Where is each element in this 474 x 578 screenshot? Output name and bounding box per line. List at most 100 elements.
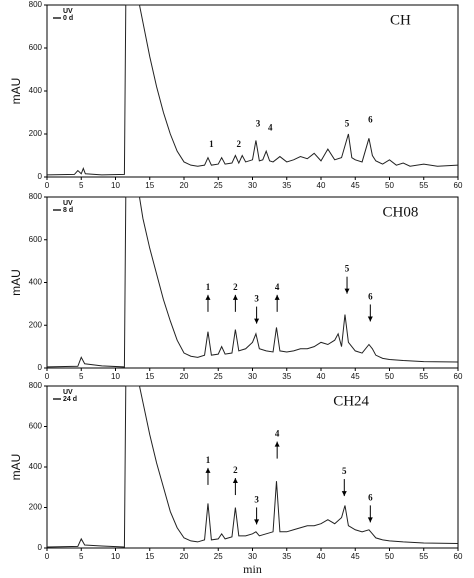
x-tick-label: 60 bbox=[454, 552, 463, 561]
x-axis-label: min bbox=[243, 562, 262, 576]
x-tick-label: 50 bbox=[385, 372, 394, 381]
peak-label: 2 bbox=[237, 139, 242, 149]
x-tick-label: 40 bbox=[317, 181, 326, 190]
x-tick-label: 40 bbox=[317, 372, 326, 381]
y-tick-label: 400 bbox=[29, 86, 43, 95]
peak-label: 6 bbox=[368, 292, 373, 302]
arrow-head bbox=[232, 478, 238, 484]
x-tick-label: 0 bbox=[45, 372, 50, 381]
y-tick-label: 600 bbox=[29, 235, 43, 244]
x-tick-label: 25 bbox=[214, 552, 223, 561]
x-tick-label: 5 bbox=[79, 552, 84, 561]
arrow-head bbox=[274, 294, 280, 300]
x-tick-label: 45 bbox=[351, 552, 360, 561]
y-tick-label: 0 bbox=[38, 363, 43, 372]
peak-label: 1 bbox=[206, 455, 211, 465]
peak-label: 3 bbox=[256, 118, 261, 128]
x-tick-label: 10 bbox=[111, 181, 120, 190]
peak-label: 3 bbox=[254, 294, 259, 304]
x-tick-label: 40 bbox=[317, 552, 326, 561]
arrow-head bbox=[367, 517, 373, 523]
peak-label: 1 bbox=[206, 282, 211, 292]
peak-label: 3 bbox=[254, 494, 259, 504]
peak-label: 4 bbox=[275, 282, 280, 292]
panel-title: CH bbox=[390, 12, 411, 28]
x-tick-label: 35 bbox=[282, 181, 291, 190]
x-tick-label: 30 bbox=[248, 181, 257, 190]
y-tick-label: 400 bbox=[29, 278, 43, 287]
trace bbox=[46, 385, 459, 548]
x-tick-label: 35 bbox=[282, 552, 291, 561]
x-tick-label: 30 bbox=[248, 372, 257, 381]
x-tick-label: 50 bbox=[385, 552, 394, 561]
x-tick-label: 10 bbox=[111, 552, 120, 561]
y-tick-label: 800 bbox=[29, 381, 43, 390]
x-tick-label: 50 bbox=[385, 181, 394, 190]
x-tick-label: 20 bbox=[180, 552, 189, 561]
y-tick-label: 600 bbox=[29, 43, 43, 52]
panel-title: CH08 bbox=[383, 204, 419, 220]
y-tick-label: 800 bbox=[29, 0, 43, 9]
x-tick-label: 45 bbox=[351, 372, 360, 381]
y-tick-label: 800 bbox=[29, 192, 43, 201]
peak-label: 5 bbox=[345, 118, 350, 128]
legend-label: 8 d bbox=[63, 207, 73, 214]
y-axis-label: mAU bbox=[9, 78, 23, 105]
y-tick-label: 0 bbox=[38, 543, 43, 552]
arrow-head bbox=[344, 288, 350, 294]
legend-name: UV bbox=[63, 389, 73, 396]
y-tick-label: 0 bbox=[38, 172, 43, 181]
x-tick-label: 30 bbox=[248, 552, 257, 561]
x-tick-label: 15 bbox=[145, 372, 154, 381]
peak-label: 5 bbox=[342, 466, 347, 476]
x-tick-label: 5 bbox=[79, 372, 84, 381]
y-tick-label: 200 bbox=[29, 129, 43, 138]
x-tick-label: 20 bbox=[180, 181, 189, 190]
legend-label: 24 d bbox=[63, 396, 77, 403]
peak-label: 6 bbox=[368, 115, 373, 125]
arrow-head bbox=[205, 294, 211, 300]
x-tick-label: 55 bbox=[419, 552, 428, 561]
y-tick-label: 200 bbox=[29, 503, 43, 512]
x-tick-label: 15 bbox=[145, 552, 154, 561]
arrow-head bbox=[232, 294, 238, 300]
peak-label: 1 bbox=[209, 139, 214, 149]
y-axis-label: mAU bbox=[9, 454, 23, 481]
peak-label: 4 bbox=[275, 429, 280, 439]
legend-name: UV bbox=[63, 8, 73, 15]
peak-label: 4 bbox=[268, 123, 273, 133]
y-tick-label: 400 bbox=[29, 462, 43, 471]
arrow-head bbox=[341, 491, 347, 497]
plot-frame bbox=[46, 385, 459, 549]
x-tick-label: 5 bbox=[79, 181, 84, 190]
x-tick-label: 15 bbox=[145, 181, 154, 190]
x-tick-label: 25 bbox=[214, 181, 223, 190]
x-tick-label: 55 bbox=[419, 372, 428, 381]
arrow-head bbox=[367, 316, 373, 322]
arrow-head bbox=[254, 318, 260, 324]
arrow-head bbox=[205, 467, 211, 473]
x-tick-label: 20 bbox=[180, 372, 189, 381]
peak-label: 6 bbox=[368, 492, 373, 502]
peak-label: 5 bbox=[345, 264, 350, 274]
x-tick-label: 25 bbox=[214, 372, 223, 381]
trace bbox=[46, 4, 459, 176]
plot-frame bbox=[46, 4, 459, 178]
x-tick-label: 10 bbox=[111, 372, 120, 381]
arrow-head bbox=[254, 519, 260, 525]
legend-name: UV bbox=[63, 200, 73, 207]
x-tick-label: 55 bbox=[419, 181, 428, 190]
x-tick-label: 60 bbox=[454, 372, 463, 381]
x-tick-label: 45 bbox=[351, 181, 360, 190]
x-tick-label: 0 bbox=[45, 181, 50, 190]
y-tick-label: 200 bbox=[29, 320, 43, 329]
y-axis-label: mAU bbox=[9, 269, 23, 296]
x-tick-label: 0 bbox=[45, 552, 50, 561]
legend-label: 0 d bbox=[63, 15, 73, 22]
x-tick-label: 60 bbox=[454, 181, 463, 190]
peak-label: 2 bbox=[233, 282, 238, 292]
trace bbox=[46, 196, 459, 368]
peak-label: 2 bbox=[233, 465, 238, 475]
y-tick-label: 600 bbox=[29, 422, 43, 431]
